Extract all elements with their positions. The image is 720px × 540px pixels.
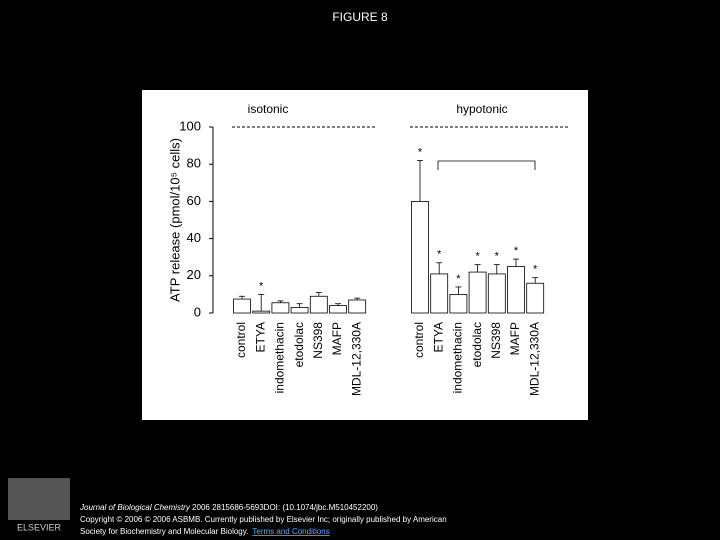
copyright: Society for Biochemistry and Molecular B… [80, 527, 330, 536]
y-tick-label: 0 [194, 304, 201, 319]
bar [487, 273, 506, 314]
significance-mark: * [437, 249, 442, 261]
bar [411, 200, 429, 314]
citation: Journal of Biological Chemistry 2006 281… [79, 503, 378, 512]
bar [271, 302, 290, 314]
x-tick-label: MAFP [330, 322, 344, 355]
y-axis-label: ATP release (pmol/10⁵ cells) [167, 138, 182, 302]
y-tick-label: 60 [187, 193, 201, 208]
bar [348, 299, 367, 314]
bar [507, 266, 525, 314]
significance-mark: * [533, 264, 538, 276]
significance-mark: * [418, 146, 423, 158]
copyright: Copyright © 2006 © 2006 ASBMB. Currently… [80, 515, 447, 524]
bar [430, 273, 449, 314]
bar [526, 282, 545, 314]
x-tick-label: NS398 [311, 322, 325, 359]
bar [449, 293, 468, 314]
x-tick-label: NS398 [489, 322, 503, 359]
x-tick-label: control [412, 322, 426, 358]
y-tick-label: 40 [187, 230, 201, 245]
bar [309, 295, 328, 314]
x-tick-label: ETYA [253, 322, 267, 352]
significance-mark: * [456, 273, 461, 285]
logo-text: ELSEVIER [17, 522, 62, 532]
x-tick-label: etodolac [292, 322, 306, 367]
x-tick-label: MDL-12,330A [527, 322, 541, 396]
bar [252, 310, 271, 314]
x-tick-label: MDL-12,330A [349, 322, 363, 396]
significance-mark: * [495, 251, 500, 263]
group-label: isotonic [248, 102, 289, 116]
x-tick-label: indomethacin [451, 322, 465, 393]
slide-title: FIGURE 8 [332, 10, 388, 24]
y-tick-label: 80 [187, 156, 201, 171]
bar [468, 271, 487, 314]
bracket [437, 160, 536, 170]
bar [329, 305, 347, 314]
citation-detail: 2006 2815686-5693DOI: (10.1074/jbc.M5104… [190, 503, 378, 512]
x-tick-label: MAFP [508, 322, 522, 355]
journal: Journal of Biological Chemistry [79, 503, 191, 512]
y-tick-label: 100 [179, 118, 201, 133]
y-tick-label: 20 [187, 267, 201, 282]
significance-mark: * [514, 245, 519, 257]
bar [290, 307, 309, 314]
x-tick-label: control [234, 322, 248, 358]
logo-tree [8, 478, 70, 520]
group-label: hypotonic [456, 102, 507, 116]
x-tick-label: ETYA [431, 322, 445, 352]
significance-mark: * [259, 280, 264, 292]
copyright-end: Society for Biochemistry and Molecular B… [80, 527, 248, 536]
bar [233, 298, 251, 314]
x-tick-label: indomethacin [273, 322, 287, 393]
terms-link[interactable]: Terms and Conditions [252, 527, 329, 536]
x-tick-label: etodolac [470, 322, 484, 367]
figure-panel [142, 90, 588, 420]
significance-mark: * [475, 251, 480, 263]
